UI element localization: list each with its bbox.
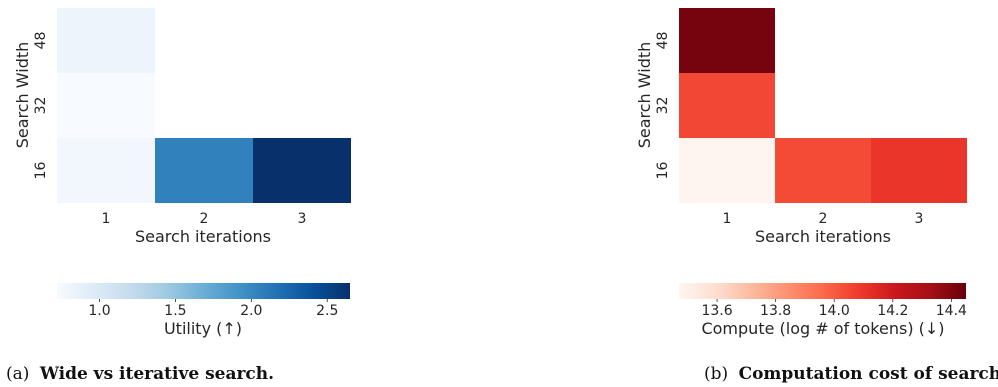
y-axis-label-a: Search Width <box>13 42 32 149</box>
x-tick-labels-a: 1 2 3 <box>102 211 307 227</box>
caption-b: (b) Computation cost of search. <box>704 364 998 384</box>
x-tick-labels-b: 1 2 3 <box>723 211 924 227</box>
x-tick-label-b: 1 <box>723 211 732 227</box>
colorbar-b <box>679 283 966 299</box>
colorbar-tick-label-b: 13.6 <box>701 303 732 319</box>
caption-tag-b: (b) <box>704 364 728 384</box>
heatmap-cell-a-x1-y16: 0.78 <box>57 138 155 203</box>
colorbar-a <box>57 283 350 299</box>
colorbar-tick-label-b: 14.0 <box>819 303 850 319</box>
colorbar-tick-label-b: 14.2 <box>877 303 908 319</box>
caption-tag-a: (a) <box>6 364 29 384</box>
y-tick-labels-b: 48 32 16 <box>655 32 671 180</box>
heatmap-cell-a-x1-y48: 0.82 <box>57 8 155 73</box>
y-tick-label-b: 16 <box>655 162 671 180</box>
heatmap-cell-b-x3-y16: 14.1 <box>871 138 967 203</box>
heatmap-cell-b-x1-y32: 14.05 <box>679 73 775 138</box>
colorbar-label-b: Compute (log # of tokens) (↓) <box>701 319 944 338</box>
colorbar-tick-label-a: 1.0 <box>88 303 110 319</box>
x-tick-label-a: 2 <box>200 211 209 227</box>
colorbar-ticks-b: 13.6 13.8 14.0 14.2 14.4 <box>701 299 967 319</box>
colorbar-ticks-a: 1.0 1.5 2.0 2.5 <box>88 299 338 319</box>
colorbar-label-a: Utility (↑) <box>164 319 242 338</box>
caption-a: (a) Wide vs iterative search. <box>6 364 274 384</box>
colorbar-tick-label-a: 1.5 <box>164 303 186 319</box>
heatmap-cell-b-x1-y16: 13.47 <box>679 138 775 203</box>
y-tick-label-a: 48 <box>33 32 49 50</box>
x-axis-label-a: Search iterations <box>135 227 271 246</box>
x-tick-label-b: 2 <box>819 211 828 227</box>
x-tick-label-b: 3 <box>915 211 924 227</box>
y-axis-label-b: Search Width <box>635 42 654 149</box>
x-tick-label-a: 3 <box>298 211 307 227</box>
colorbar-tick-label-b: 14.4 <box>936 303 967 319</box>
heatmap-cell-b-x1-y48: 14.42 <box>679 8 775 73</box>
heatmap-panel-a: 0.820.720.782.052.65 1 2 3 48 32 16 Search i… <box>6 8 351 384</box>
heatmap-cell-b-x2-y16: 14.04 <box>775 138 871 203</box>
colorbar-tick-label-a: 2.5 <box>316 303 338 319</box>
heatmap-cells-b: 14.4214.0513.4714.0414.1 <box>679 8 967 203</box>
heatmap-cell-a-x1-y32: 0.72 <box>57 73 155 138</box>
heatmap-cells-a: 0.820.720.782.052.65 <box>57 8 351 203</box>
colorbar-tick-label-a: 2.0 <box>240 303 262 319</box>
x-tick-label-a: 1 <box>102 211 111 227</box>
caption-text-a: Wide vs iterative search. <box>39 364 274 384</box>
y-tick-label-a: 32 <box>33 97 49 115</box>
caption-text-b: Computation cost of search. <box>739 364 998 384</box>
y-tick-labels-a: 48 32 16 <box>33 32 49 180</box>
y-tick-label-a: 16 <box>33 162 49 180</box>
heatmap-panel-b: 14.4214.0513.4714.0414.1 1 2 3 48 32 16 Sear… <box>635 8 998 384</box>
y-tick-label-b: 48 <box>655 32 671 50</box>
colorbar-tick-label-b: 13.8 <box>760 303 791 319</box>
y-tick-label-b: 32 <box>655 97 671 115</box>
x-axis-label-b: Search iterations <box>755 227 891 246</box>
heatmap-cell-a-x3-y16: 2.65 <box>253 138 351 203</box>
heatmap-cell-a-x2-y16: 2.05 <box>155 138 253 203</box>
